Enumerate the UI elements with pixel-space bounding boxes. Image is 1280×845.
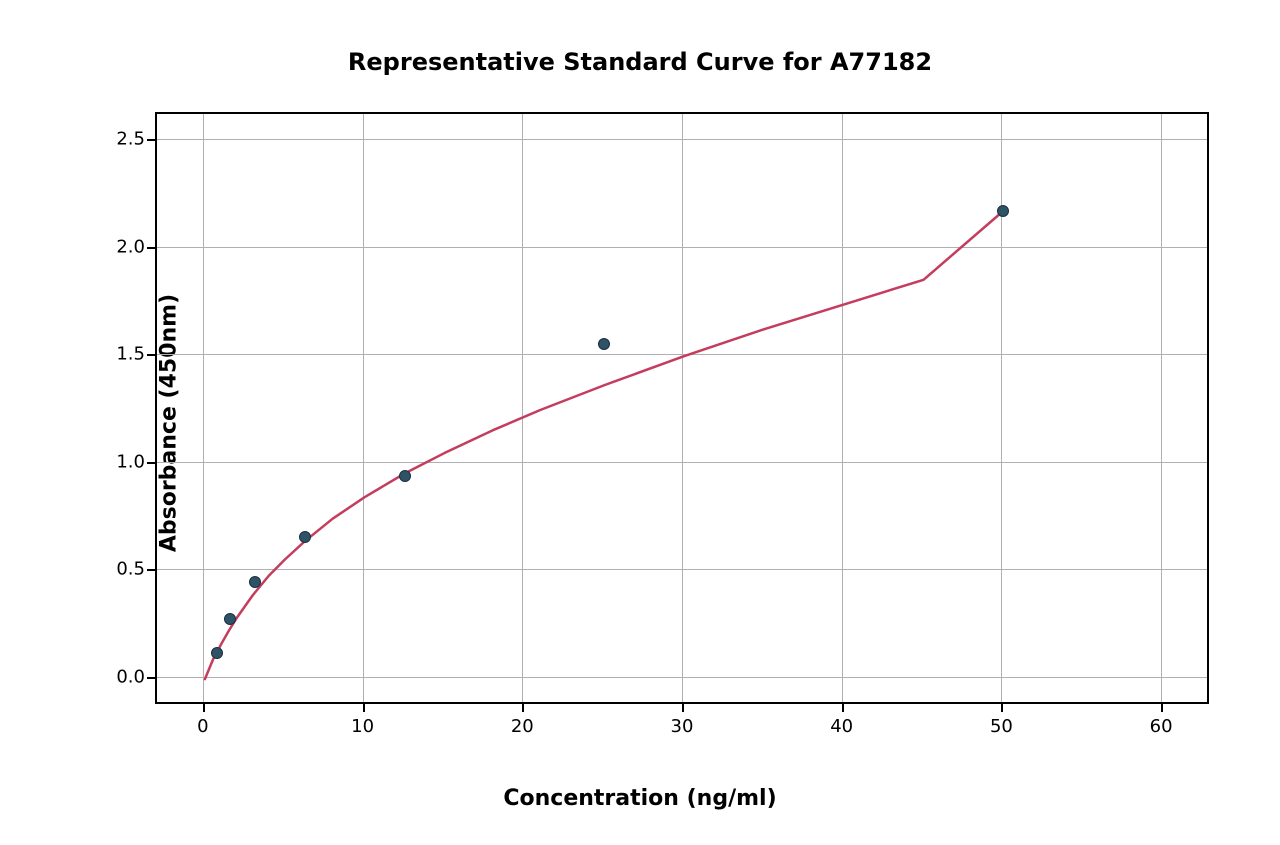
data-point bbox=[399, 470, 411, 482]
x-tick-label: 30 bbox=[671, 716, 694, 737]
x-tick-label: 50 bbox=[990, 716, 1013, 737]
tick-mark-y bbox=[147, 247, 155, 249]
y-tick-label: 0.0 bbox=[105, 667, 145, 688]
x-axis-label: Concentration (ng/ml) bbox=[0, 786, 1280, 811]
x-tick-label: 10 bbox=[351, 716, 374, 737]
tick-mark-y bbox=[147, 677, 155, 679]
y-tick-label: 2.5 bbox=[105, 128, 145, 149]
y-tick-label: 1.5 bbox=[105, 344, 145, 365]
plot-area bbox=[155, 112, 1209, 704]
y-tick-label: 2.0 bbox=[105, 236, 145, 257]
chart-container: Representative Standard Curve for A77182… bbox=[0, 0, 1280, 845]
x-tick-label: 40 bbox=[830, 716, 853, 737]
data-point bbox=[211, 647, 223, 659]
x-tick-label: 60 bbox=[1150, 716, 1173, 737]
chart-title: Representative Standard Curve for A77182 bbox=[0, 48, 1280, 76]
data-point bbox=[598, 338, 610, 350]
data-point bbox=[997, 205, 1009, 217]
y-tick-label: 1.0 bbox=[105, 451, 145, 472]
data-point bbox=[249, 576, 261, 588]
y-tick-label: 0.5 bbox=[105, 559, 145, 580]
tick-mark-y bbox=[147, 354, 155, 356]
x-tick-label: 0 bbox=[197, 716, 208, 737]
x-tick-label: 20 bbox=[511, 716, 534, 737]
tick-mark-y bbox=[147, 139, 155, 141]
curve-line bbox=[157, 114, 1211, 706]
tick-mark-y bbox=[147, 569, 155, 571]
tick-mark-y bbox=[147, 462, 155, 464]
data-point bbox=[299, 531, 311, 543]
data-point bbox=[224, 613, 236, 625]
